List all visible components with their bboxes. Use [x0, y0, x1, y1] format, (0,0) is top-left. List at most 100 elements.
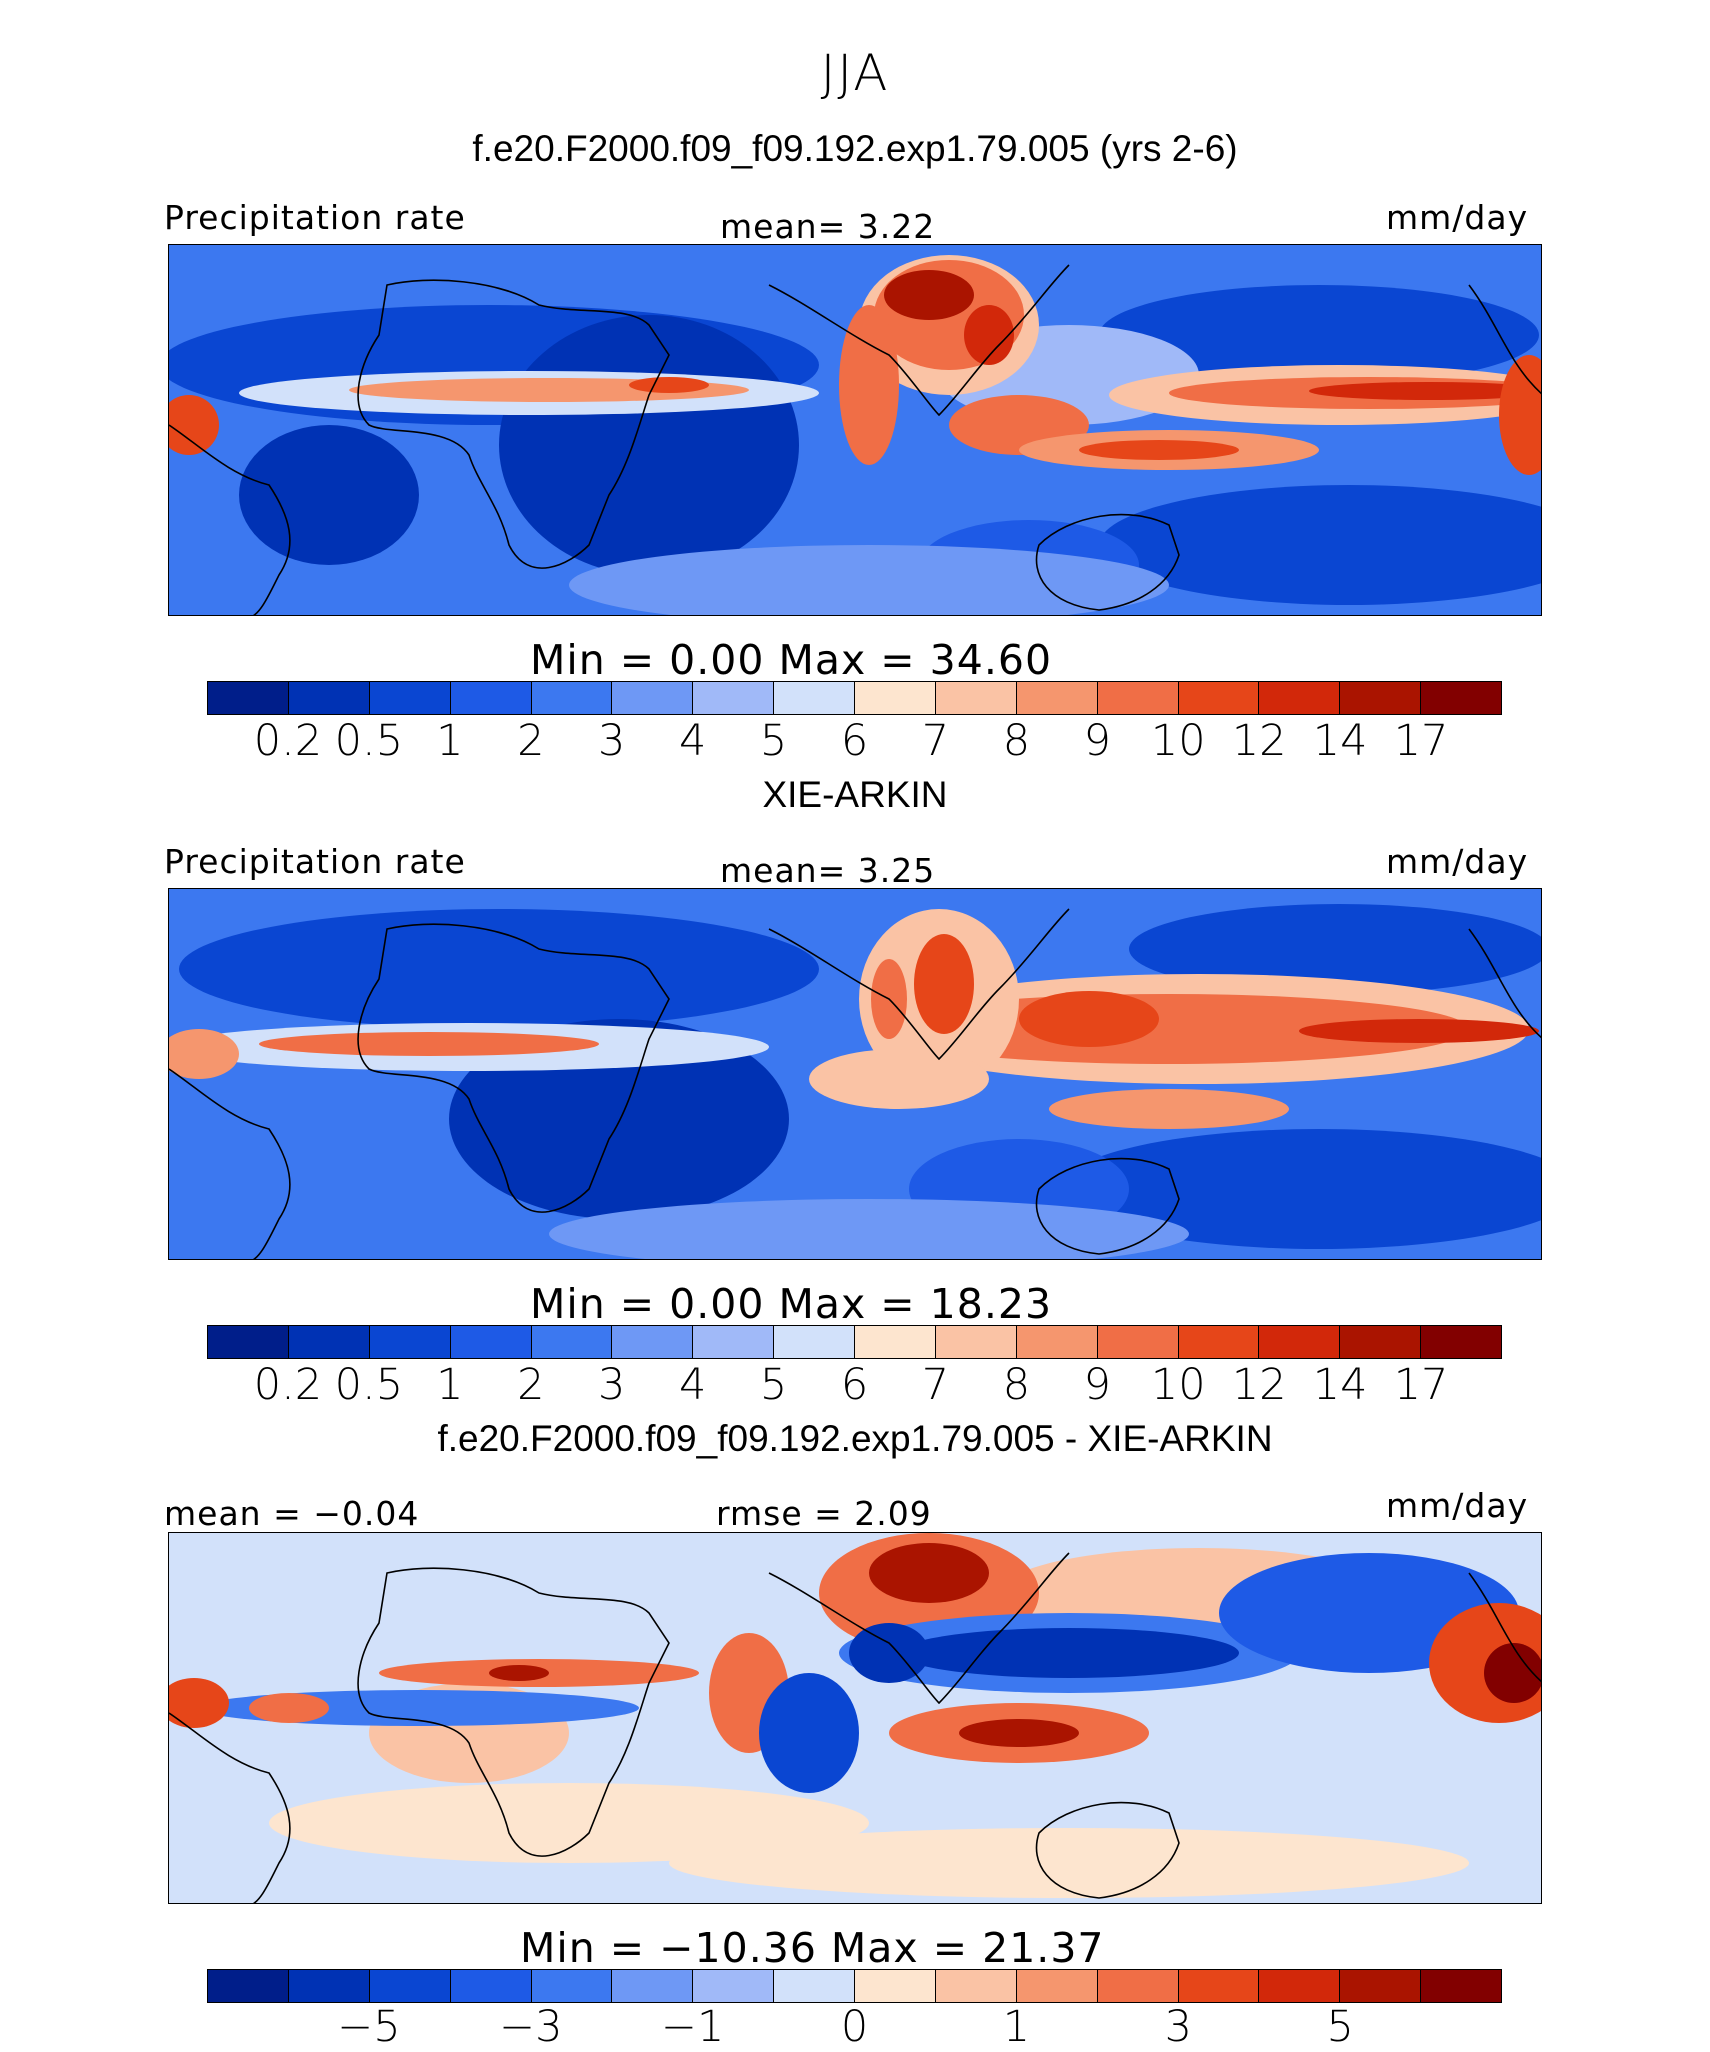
colorbar-tick-label: 0.5 [334, 716, 404, 766]
colorbar-bin [612, 682, 694, 714]
colorbar-tick-label: 10 [1150, 716, 1206, 766]
colorbar-tick-label: 10 [1150, 1360, 1206, 1410]
colorbar-bin [1178, 682, 1260, 714]
panel2-mean-label: mean= 3.25 [720, 851, 936, 890]
panel2-minmax: Min = 0.00 Max = 18.23 [530, 1280, 1053, 1328]
panel1-units-label: mm/day [1386, 198, 1529, 237]
colorbar-bin [1097, 1970, 1179, 2002]
panel1-title: f.e20.F2000.f09_f09.192.exp1.79.005 (yrs… [472, 128, 1238, 169]
colorbar-bin [774, 1970, 855, 2002]
colorbar-tick-label: 6 [840, 716, 869, 766]
colorbar-bin [1016, 1970, 1098, 2002]
panel2-colorbar [207, 1325, 1502, 1359]
colorbar-tick-label: 17 [1393, 716, 1449, 766]
colorbar-bin [1178, 1326, 1260, 1358]
colorbar-tick-label: 0.5 [334, 1360, 404, 1410]
colorbar-bin [369, 682, 451, 714]
colorbar-tick-label: −1 [660, 2002, 725, 2052]
colorbar-tick-label: 14 [1312, 1360, 1368, 1410]
colorbar-bin [693, 682, 775, 714]
colorbar-tick-label: −3 [499, 2002, 563, 2052]
colorbar-bin [1097, 682, 1179, 714]
colorbar-tick-label: 7 [921, 1360, 950, 1410]
colorbar-tick-label: 1 [1002, 2002, 1031, 2052]
colorbar-bin [450, 682, 532, 714]
colorbar-bin [612, 1326, 694, 1358]
colorbar-bin [288, 1970, 370, 2002]
panel2-colorbar-ticks: 0.2 0.5 1 2 3 4 5 6 7 8 9 10 12 14 17 [0, 1360, 1710, 1410]
colorbar-bin [1340, 682, 1422, 714]
colorbar-bin [369, 1326, 451, 1358]
colorbar-tick-label: 8 [1002, 1360, 1031, 1410]
panel1-minmax: Min = 0.00 Max = 34.60 [530, 636, 1053, 684]
colorbar-tick-label: 1 [436, 1360, 464, 1410]
colorbar-bin [208, 682, 289, 714]
colorbar-bin [1259, 1970, 1341, 2002]
colorbar-tick-label: 12 [1231, 1360, 1287, 1410]
colorbar-bin [855, 1326, 936, 1358]
panel3-map [168, 1532, 1542, 1904]
colorbar-tick-label: 8 [1002, 716, 1031, 766]
colorbar-bin [1097, 1326, 1179, 1358]
colorbar-tick-label: 2 [517, 1360, 545, 1410]
colorbar-tick-label: 2 [517, 716, 545, 766]
colorbar-tick-label: 17 [1393, 1360, 1449, 1410]
colorbar-tick-label: 1 [436, 716, 464, 766]
panel3-title: f.e20.F2000.f09_f09.192.exp1.79.005 - XI… [437, 1418, 1273, 1459]
panel2-units-label: mm/day [1386, 842, 1529, 881]
panel2-variable-label: Precipitation rate [164, 842, 466, 881]
panel3-rmse-label: rmse = 2.09 [716, 1494, 932, 1533]
colorbar-bin [1421, 1970, 1501, 2002]
colorbar-tick-label: 0 [840, 2002, 869, 2052]
colorbar-bin [855, 682, 936, 714]
colorbar-bin [935, 682, 1017, 714]
colorbar-tick-label: 0.2 [253, 716, 323, 766]
colorbar-tick-label: 9 [1083, 1360, 1111, 1410]
colorbar-bin [1340, 1970, 1422, 2002]
colorbar-tick-label: 14 [1312, 716, 1368, 766]
panel3-colorbar-ticks: −5 −3 −1 0 1 3 5 [0, 2002, 1710, 2052]
colorbar-bin [1421, 1326, 1501, 1358]
colorbar-tick-label: 9 [1083, 716, 1111, 766]
panel3-mean-label: mean = −0.04 [164, 1494, 420, 1533]
colorbar-tick-label: 5 [1326, 2002, 1354, 2052]
colorbar-tick-label: 5 [759, 716, 788, 766]
panel2-title: XIE-ARKIN [762, 774, 948, 815]
colorbar-bin [774, 682, 855, 714]
colorbar-tick-label: 12 [1231, 716, 1287, 766]
colorbar-tick-label: 7 [921, 716, 950, 766]
colorbar-tick-label: 5 [759, 1360, 788, 1410]
colorbar-bin [612, 1970, 694, 2002]
colorbar-tick-label: 3 [1164, 2002, 1192, 2052]
colorbar-bin [208, 1970, 289, 2002]
colorbar-bin [369, 1970, 451, 2002]
colorbar-bin [1421, 682, 1501, 714]
colorbar-bin [531, 1326, 613, 1358]
figure-title: JJA [820, 44, 890, 102]
colorbar-tick-label: 4 [678, 1360, 707, 1410]
colorbar-tick-label: 4 [678, 716, 707, 766]
colorbar-bin [1178, 1970, 1260, 2002]
colorbar-tick-label: 3 [598, 716, 626, 766]
colorbar-bin [1340, 1326, 1422, 1358]
colorbar-tick-label: 3 [598, 1360, 626, 1410]
colorbar-bin [450, 1326, 532, 1358]
colorbar-bin [693, 1326, 775, 1358]
panel1-map [168, 244, 1542, 616]
colorbar-bin [208, 1326, 289, 1358]
colorbar-bin [935, 1326, 1017, 1358]
panel2-map [168, 888, 1542, 1260]
panel1-variable-label: Precipitation rate [164, 198, 466, 237]
panel1-mean-label: mean= 3.22 [720, 207, 936, 246]
colorbar-bin [450, 1970, 532, 2002]
panel1-colorbar [207, 681, 1502, 715]
colorbar-tick-label: 6 [840, 1360, 869, 1410]
panel3-colorbar [207, 1969, 1502, 2003]
colorbar-bin [288, 682, 370, 714]
colorbar-bin [1016, 682, 1098, 714]
colorbar-bin [531, 682, 613, 714]
colorbar-bin [935, 1970, 1017, 2002]
colorbar-tick-label: −5 [337, 2002, 401, 2052]
panel3-units-label: mm/day [1386, 1486, 1529, 1525]
colorbar-bin [774, 1326, 855, 1358]
